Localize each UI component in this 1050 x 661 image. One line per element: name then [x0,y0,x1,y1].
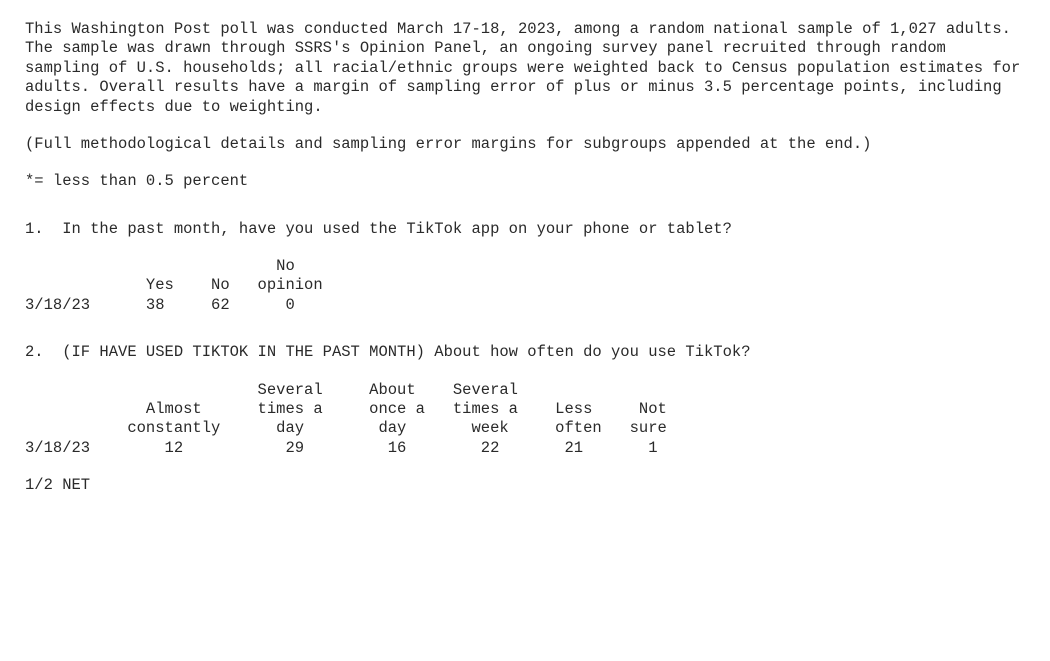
question-2-footnote: 1/2 NET [25,476,1025,495]
intro-paragraph-2: (Full methodological details and samplin… [25,135,1025,154]
question-1-table: No Yes No opinion 3/18/23 38 62 0 [25,257,1025,315]
question-2-text: 2. (IF HAVE USED TIKTOK IN THE PAST MONT… [25,343,1025,362]
question-1-text: 1. In the past month, have you used the … [25,220,1025,239]
asterisk-note: *= less than 0.5 percent [25,172,1025,191]
question-2-table: Several About Several Almost times a onc… [25,381,1025,459]
intro-paragraph-1: This Washington Post poll was conducted … [25,20,1025,117]
